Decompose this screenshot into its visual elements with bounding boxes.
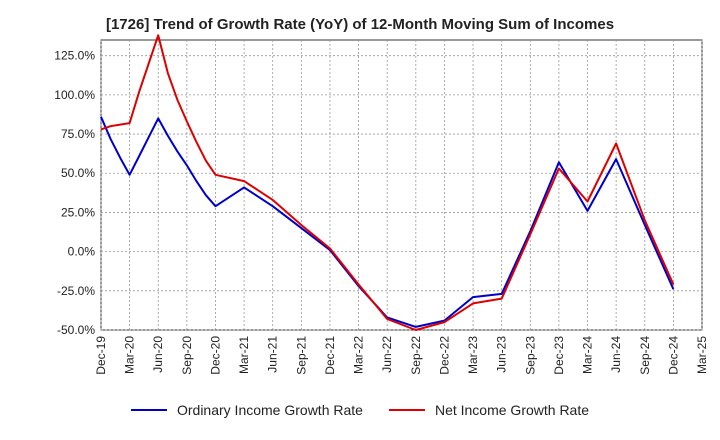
x-tick-label: Jun-22 [380,336,394,373]
plot-area [100,39,703,331]
legend-item-ordinary-income: Ordinary Income Growth Rate [130,402,363,418]
x-tick-label: Dec-21 [323,336,337,375]
chart-title: [1726] Trend of Growth Rate (YoY) of 12-… [105,16,615,33]
legend-item-net-income: Net Income Growth Rate [388,402,590,418]
y-tick-label: 25.0% [61,205,95,219]
x-tick-label: Mar-21 [237,336,251,374]
x-tick-label: Mar-25 [695,336,709,374]
x-tick-label: Dec-20 [208,336,222,375]
x-tick-label: Jun-20 [151,336,165,373]
y-tick-label: 0.0% [68,245,96,259]
x-tick-label: Mar-20 [123,336,137,374]
x-tick-label: Dec-19 [94,336,108,375]
series-line-ordinary-income [100,116,675,328]
y-tick-label: 50.0% [61,166,95,180]
x-tick-label: Mar-23 [466,336,480,374]
y-tick-label: 100.0% [54,88,95,102]
x-tick-label: Sep-24 [638,336,652,375]
series-line-net-income [100,34,675,331]
legend-swatch-ordinary-income [130,409,167,411]
x-tick-label: Sep-20 [180,336,194,375]
y-tick-label: -50.0% [57,323,95,337]
x-tick-label: Jun-21 [266,336,280,373]
legend: Ordinary Income Growth Rate Net Income G… [0,402,720,418]
x-tick-label: Sep-21 [294,336,308,375]
y-tick-label: 75.0% [61,127,95,141]
x-tick-label: Dec-23 [552,336,566,375]
x-tick-label: Sep-23 [523,336,537,375]
legend-label-net-income: Net Income Growth Rate [434,402,590,418]
x-tick-label: Dec-24 [666,336,680,375]
x-tick-label: Mar-24 [581,336,595,374]
x-tick-label: Jun-24 [609,336,623,373]
y-tick-label: -25.0% [57,284,95,298]
y-tick-label: 125.0% [54,49,95,63]
x-tick-label: Dec-22 [437,336,451,375]
x-tick-label: Sep-22 [409,336,423,375]
x-tick-label: Jun-23 [495,336,509,373]
legend-swatch-net-income [388,409,425,411]
legend-label-ordinary-income: Ordinary Income Growth Rate [176,402,363,418]
x-tick-label: Mar-22 [352,336,366,374]
